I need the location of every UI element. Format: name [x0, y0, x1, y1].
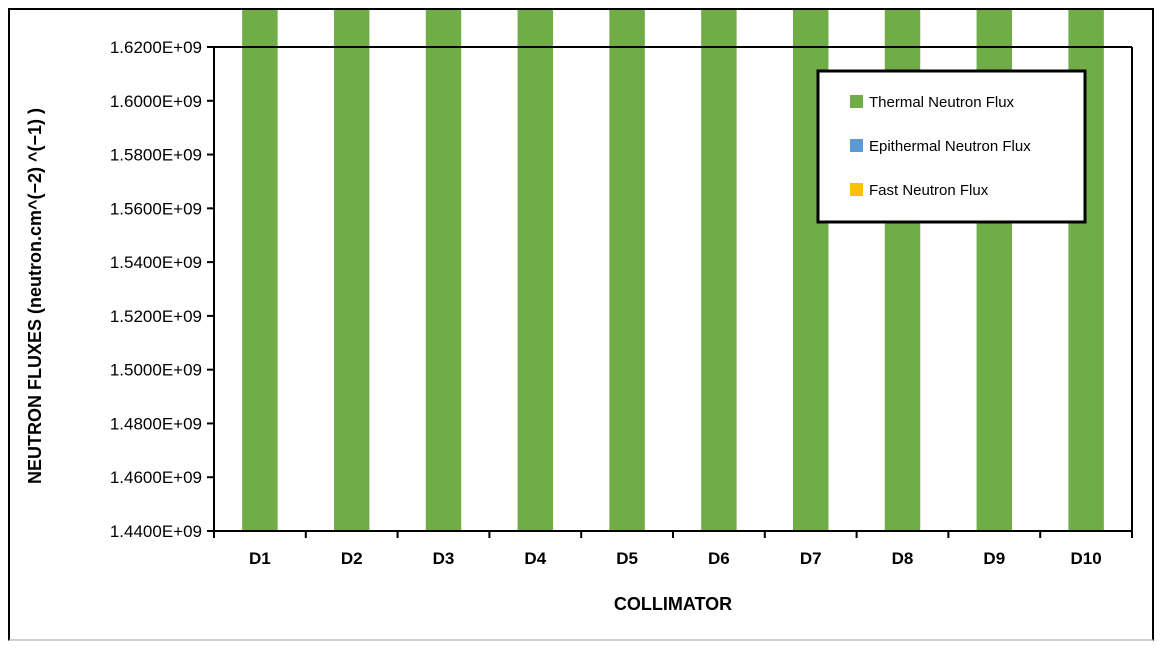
- legend-swatch: [850, 183, 863, 196]
- bar-d6-series-1: [700, 10, 738, 532]
- x-axis-title: COLLIMATOR: [614, 594, 732, 614]
- y-tick-label: 1.5400E+09: [110, 253, 202, 272]
- bar-d4-series-1: [516, 10, 554, 532]
- chart-frame: 1.4400E+09 1.4600E+09 1.4800E+09 1.5000E+09…: [8, 8, 1154, 641]
- bar-d3-series-1: [424, 10, 463, 532]
- legend: Thermal Neutron Flux Epithermal Neutron F…: [816, 69, 1087, 224]
- legend-swatch: [850, 139, 863, 152]
- x-tick-label: D9: [983, 549, 1005, 568]
- legend-swatch: [850, 95, 863, 108]
- x-tick-label: D7: [800, 549, 822, 568]
- y-tick-label: 1.4400E+09: [110, 522, 202, 541]
- y-tick-label: 1.5800E+09: [110, 146, 202, 165]
- y-tick-label: 1.4800E+09: [110, 414, 202, 433]
- x-tick-label: D10: [1071, 549, 1102, 568]
- x-tick-label: D3: [433, 549, 455, 568]
- x-tick-label: D4: [524, 549, 546, 568]
- bar-d5-series-1: [608, 10, 646, 532]
- y-tick-label: 1.6000E+09: [110, 92, 202, 111]
- x-tick-label: D5: [616, 549, 638, 568]
- y-tick-label: 1.4600E+09: [110, 468, 202, 487]
- y-axis-title: NEUTRON FLUXES (neutron.cm^(−2) ^(−1) ): [25, 108, 45, 484]
- legend-label: Fast Neutron Flux: [869, 182, 989, 199]
- x-tick-label: D2: [341, 549, 363, 568]
- legend-label: Thermal Neutron Flux: [869, 94, 1015, 111]
- bar-d2-series-1: [333, 10, 371, 532]
- x-tick-label: D1: [249, 549, 271, 568]
- bar-d1-series-1: [241, 10, 279, 532]
- y-tick-label: 1.5600E+09: [110, 199, 202, 218]
- x-tick-label: D8: [892, 549, 914, 568]
- y-ticks-group: 1.4400E+09 1.4600E+09 1.4800E+09 1.5000E+09…: [110, 38, 214, 541]
- y-tick-label: 1.5000E+09: [110, 361, 202, 380]
- x-ticks-group: D1 D2 D3 D4 D5 D6 D7 D8 D9 D10: [213, 531, 1133, 568]
- y-tick-label: 1.6200E+09: [110, 38, 202, 57]
- chart-svg: 1.4400E+09 1.4600E+09 1.4800E+09 1.5000E+09…: [25, 10, 1133, 614]
- y-tick-label: 1.5200E+09: [110, 307, 202, 326]
- legend-label: Epithermal Neutron Flux: [869, 138, 1031, 155]
- x-tick-label: D6: [708, 549, 730, 568]
